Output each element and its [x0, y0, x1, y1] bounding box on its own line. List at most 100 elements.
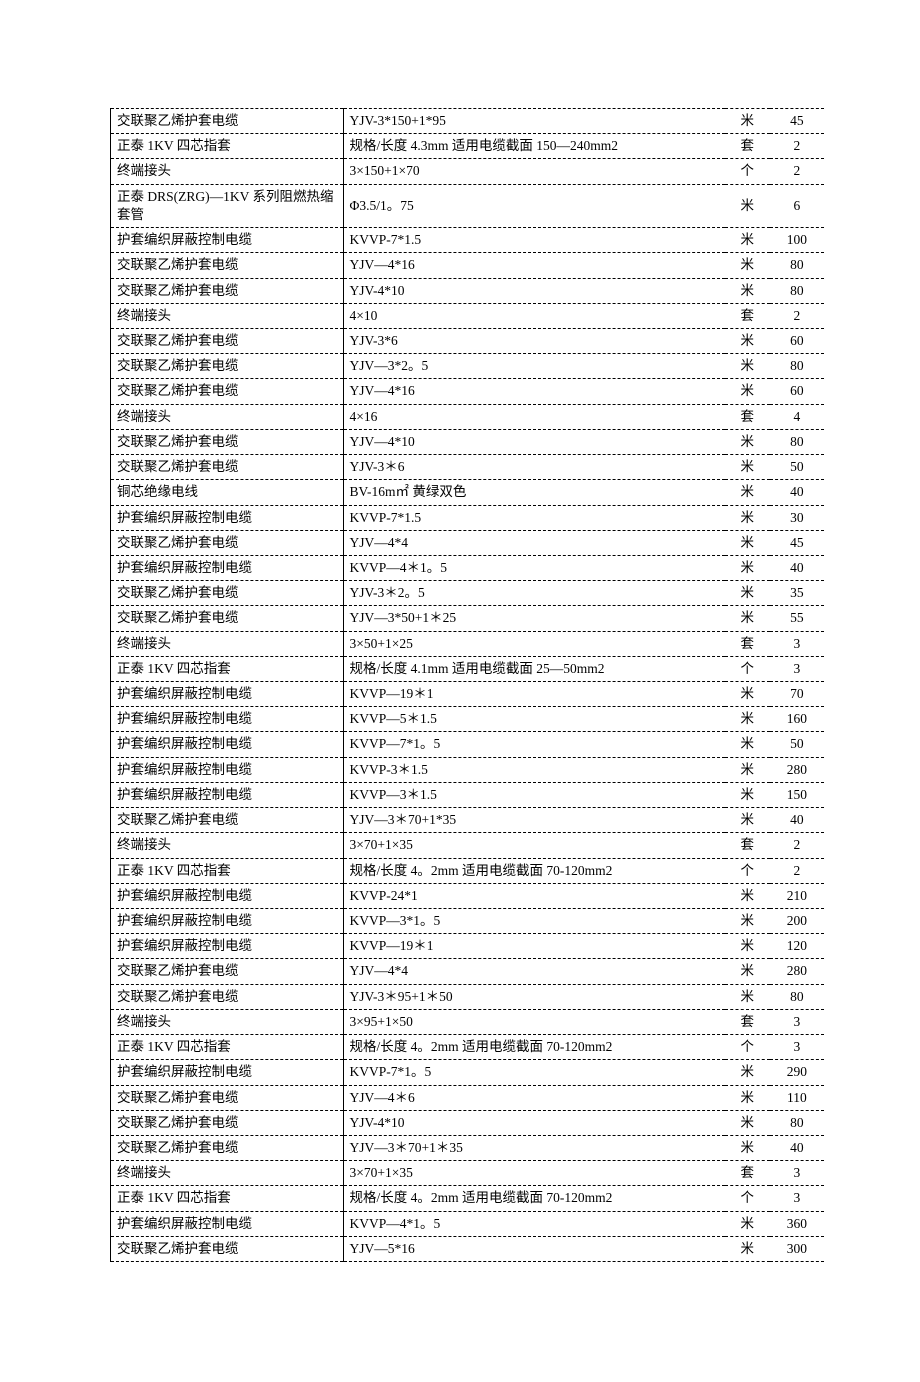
- cell-unit: 套: [725, 1161, 770, 1186]
- cell-qty: 45: [770, 109, 824, 134]
- table-row: 交联聚乙烯护套电缆YJV—5*16米300: [111, 1236, 825, 1261]
- cell-name: 交联聚乙烯护套电缆: [111, 808, 344, 833]
- table-row: 交联聚乙烯护套电缆YJV—4*10米80: [111, 429, 825, 454]
- cell-unit: 个: [725, 656, 770, 681]
- cell-name: 交联聚乙烯护套电缆: [111, 354, 344, 379]
- cell-name: 交联聚乙烯护套电缆: [111, 1085, 344, 1110]
- cell-unit: 个: [725, 1186, 770, 1211]
- cell-unit: 米: [725, 228, 770, 253]
- cell-name: 终端接头: [111, 404, 344, 429]
- cell-qty: 80: [770, 354, 824, 379]
- cell-name: 交联聚乙烯护套电缆: [111, 1135, 344, 1160]
- table-row: 终端接头3×70+1×35套2: [111, 833, 825, 858]
- cell-unit: 米: [725, 429, 770, 454]
- cell-qty: 70: [770, 682, 824, 707]
- table-row: 交联聚乙烯护套电缆YJV—4*16米80: [111, 253, 825, 278]
- table-row: 终端接头4×10套2: [111, 303, 825, 328]
- cell-unit: 套: [725, 1009, 770, 1034]
- table-row: 护套编织屏蔽控制电缆KVVP—3*1。5米200: [111, 909, 825, 934]
- cell-unit: 米: [725, 253, 770, 278]
- cell-qty: 2: [770, 159, 824, 184]
- table-row: 交联聚乙烯护套电缆YJV—4*4米45: [111, 530, 825, 555]
- cell-name: 正泰 1KV 四芯指套: [111, 858, 344, 883]
- table-row: 护套编织屏蔽控制电缆KVVP—7*1。5米50: [111, 732, 825, 757]
- cell-unit: 米: [725, 480, 770, 505]
- cell-qty: 2: [770, 833, 824, 858]
- table-row: 正泰 1KV 四芯指套规格/长度 4。2mm 适用电缆截面 70-120mm2个…: [111, 1035, 825, 1060]
- cell-qty: 110: [770, 1085, 824, 1110]
- cell-name: 终端接头: [111, 631, 344, 656]
- table-row: 正泰 1KV 四芯指套规格/长度 4.1mm 适用电缆截面 25—50mm2个3: [111, 656, 825, 681]
- cell-name: 交联聚乙烯护套电缆: [111, 581, 344, 606]
- cell-unit: 米: [725, 379, 770, 404]
- cell-unit: 米: [725, 606, 770, 631]
- cell-name: 正泰 DRS(ZRG)—1KV 系列阻燃热缩套管: [111, 184, 344, 227]
- table-row: 交联聚乙烯护套电缆YJV—3*50+1＊25米55: [111, 606, 825, 631]
- cell-qty: 4: [770, 404, 824, 429]
- cell-spec: YJV—3＊70+1＊35: [343, 1135, 725, 1160]
- cell-qty: 100: [770, 228, 824, 253]
- cell-name: 护套编织屏蔽控制电缆: [111, 934, 344, 959]
- cell-unit: 米: [725, 581, 770, 606]
- cell-unit: 米: [725, 278, 770, 303]
- cell-unit: 米: [725, 455, 770, 480]
- cell-spec: YJV—4*4: [343, 530, 725, 555]
- cell-qty: 200: [770, 909, 824, 934]
- table-row: 交联聚乙烯护套电缆YJV-3*6米60: [111, 328, 825, 353]
- cell-qty: 3: [770, 1186, 824, 1211]
- materials-table: 交联聚乙烯护套电缆YJV-3*150+1*95米45正泰 1KV 四芯指套规格/…: [110, 108, 824, 1262]
- cell-unit: 个: [725, 159, 770, 184]
- cell-qty: 150: [770, 782, 824, 807]
- cell-spec: 3×70+1×35: [343, 833, 725, 858]
- cell-unit: 米: [725, 959, 770, 984]
- cell-name: 终端接头: [111, 303, 344, 328]
- table-row: 交联聚乙烯护套电缆YJV-3＊6米50: [111, 455, 825, 480]
- cell-unit: 米: [725, 682, 770, 707]
- cell-spec: 3×70+1×35: [343, 1161, 725, 1186]
- cell-spec: 3×50+1×25: [343, 631, 725, 656]
- cell-qty: 3: [770, 1009, 824, 1034]
- cell-spec: YJV—5*16: [343, 1236, 725, 1261]
- table-row: 护套编织屏蔽控制电缆KVVP-7*1.5米30: [111, 505, 825, 530]
- cell-spec: 规格/长度 4.3mm 适用电缆截面 150—240mm2: [343, 134, 725, 159]
- cell-unit: 套: [725, 404, 770, 429]
- cell-qty: 210: [770, 883, 824, 908]
- cell-spec: YJV—4＊6: [343, 1085, 725, 1110]
- cell-unit: 米: [725, 354, 770, 379]
- cell-qty: 3: [770, 1035, 824, 1060]
- cell-name: 护套编织屏蔽控制电缆: [111, 732, 344, 757]
- cell-spec: YJV—4*4: [343, 959, 725, 984]
- cell-qty: 2: [770, 303, 824, 328]
- cell-name: 终端接头: [111, 159, 344, 184]
- cell-spec: KVVP-7*1。5: [343, 1060, 725, 1085]
- cell-unit: 个: [725, 858, 770, 883]
- cell-spec: 规格/长度 4。2mm 适用电缆截面 70-120mm2: [343, 1035, 725, 1060]
- table-row: 护套编织屏蔽控制电缆KVVP—4*1。5米360: [111, 1211, 825, 1236]
- cell-spec: Φ3.5/1。75: [343, 184, 725, 227]
- cell-qty: 160: [770, 707, 824, 732]
- table-row: 终端接头4×16套4: [111, 404, 825, 429]
- cell-unit: 米: [725, 530, 770, 555]
- cell-unit: 米: [725, 1085, 770, 1110]
- table-row: 交联聚乙烯护套电缆YJV-4*10米80: [111, 1110, 825, 1135]
- cell-name: 护套编织屏蔽控制电缆: [111, 883, 344, 908]
- cell-name: 交联聚乙烯护套电缆: [111, 1236, 344, 1261]
- cell-qty: 40: [770, 808, 824, 833]
- materials-table-body: 交联聚乙烯护套电缆YJV-3*150+1*95米45正泰 1KV 四芯指套规格/…: [111, 109, 825, 1262]
- cell-qty: 50: [770, 455, 824, 480]
- cell-name: 交联聚乙烯护套电缆: [111, 328, 344, 353]
- cell-spec: YJV—4*10: [343, 429, 725, 454]
- materials-table-container: 交联聚乙烯护套电缆YJV-3*150+1*95米45正泰 1KV 四芯指套规格/…: [110, 108, 824, 1262]
- cell-spec: 规格/长度 4。2mm 适用电缆截面 70-120mm2: [343, 1186, 725, 1211]
- cell-unit: 套: [725, 303, 770, 328]
- cell-unit: 米: [725, 732, 770, 757]
- table-row: 交联聚乙烯护套电缆YJV-3＊2。5米35: [111, 581, 825, 606]
- table-row: 交联聚乙烯护套电缆YJV—3*2。5米80: [111, 354, 825, 379]
- cell-qty: 30: [770, 505, 824, 530]
- cell-spec: KVVP—19＊1: [343, 682, 725, 707]
- cell-name: 护套编织屏蔽控制电缆: [111, 1211, 344, 1236]
- cell-spec: YJV-4*10: [343, 278, 725, 303]
- cell-spec: YJV—3*2。5: [343, 354, 725, 379]
- table-row: 交联聚乙烯护套电缆YJV-3*150+1*95米45: [111, 109, 825, 134]
- cell-unit: 米: [725, 808, 770, 833]
